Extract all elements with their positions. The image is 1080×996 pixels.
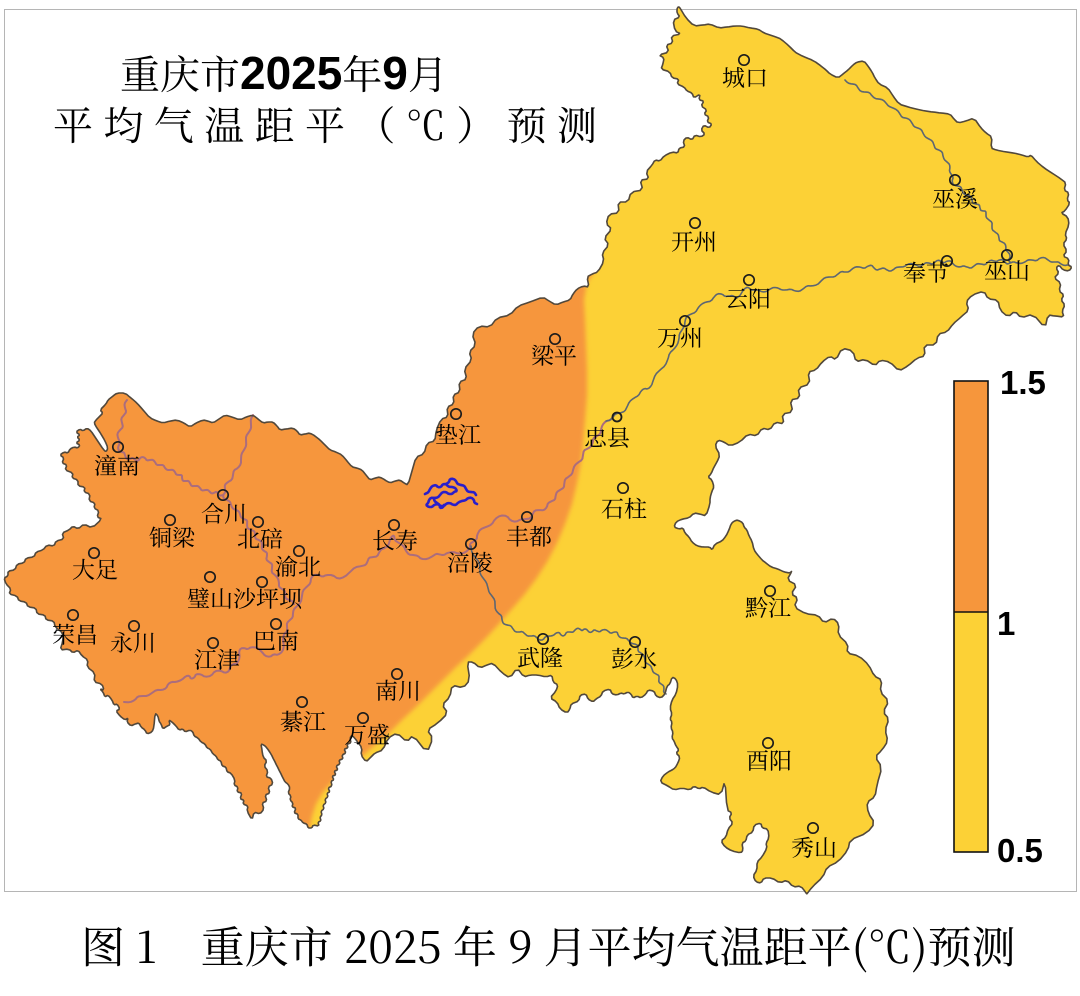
svg-text:9: 9 (382, 47, 408, 99)
svg-text:2025: 2025 (240, 47, 342, 99)
svg-text:1: 1 (997, 605, 1015, 642)
svg-text:1.5: 1.5 (1000, 364, 1046, 401)
svg-text:0.5: 0.5 (997, 832, 1043, 869)
